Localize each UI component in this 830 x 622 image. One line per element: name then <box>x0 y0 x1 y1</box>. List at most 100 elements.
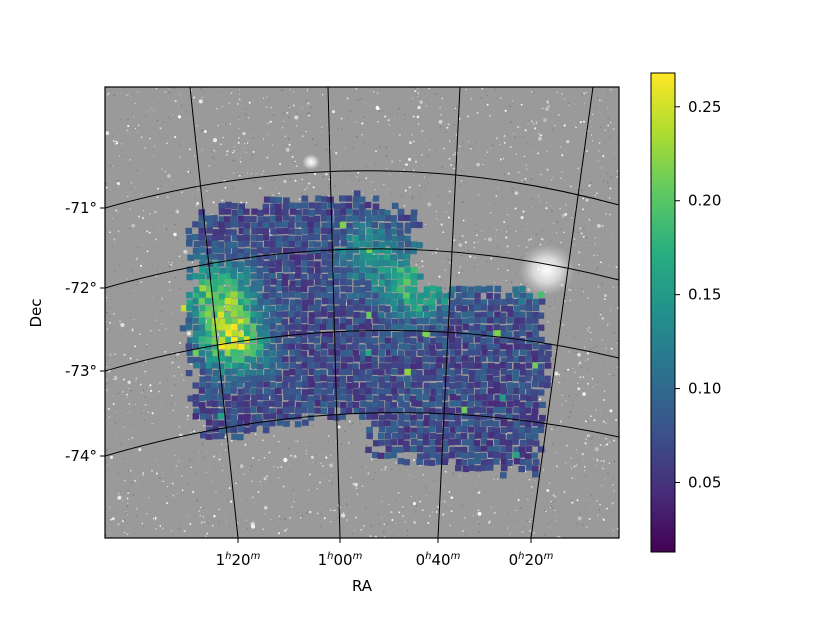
background-star <box>206 532 209 535</box>
background-star <box>582 376 585 378</box>
heatmap-tile <box>294 311 301 318</box>
heatmap-tile <box>237 248 245 255</box>
background-star <box>194 155 196 157</box>
background-star <box>419 266 421 268</box>
background-star <box>608 441 611 444</box>
background-star <box>267 123 269 125</box>
background-noise <box>387 188 389 190</box>
background-noise <box>260 193 262 195</box>
background-noise <box>551 502 553 504</box>
background-star <box>455 133 458 136</box>
heatmap-tile <box>378 439 385 446</box>
background-noise <box>427 241 429 244</box>
background-star <box>270 518 272 521</box>
background-star <box>425 494 427 496</box>
background-noise <box>349 175 351 177</box>
heatmap-tile <box>211 215 218 222</box>
background-noise <box>596 191 598 193</box>
background-noise <box>453 501 456 503</box>
background-star <box>597 514 599 517</box>
background-star <box>582 197 585 200</box>
background-noise <box>462 201 464 203</box>
background-noise <box>129 411 131 413</box>
heatmap-tile <box>213 260 220 267</box>
background-noise <box>601 417 603 419</box>
background-star <box>217 124 220 127</box>
background-star <box>611 502 614 505</box>
heatmap-tile <box>225 426 232 433</box>
background-star <box>372 90 375 93</box>
heatmap-tile <box>460 394 468 401</box>
background-noise <box>600 413 602 415</box>
heatmap-tile <box>524 382 532 389</box>
heatmap-tile <box>352 331 360 338</box>
background-star <box>556 232 557 234</box>
heatmap-tile <box>199 330 206 337</box>
background-noise <box>573 229 575 231</box>
heatmap-tile <box>390 439 397 446</box>
background-star <box>112 312 115 315</box>
background-star <box>588 218 591 221</box>
heatmap-tile <box>390 228 397 235</box>
background-star <box>126 497 129 500</box>
heatmap-tile <box>199 317 206 324</box>
background-noise <box>614 177 616 179</box>
background-noise <box>556 171 558 173</box>
heatmap-tile <box>231 381 238 388</box>
background-noise <box>480 471 482 473</box>
heatmap-tile <box>326 388 334 395</box>
background-star <box>352 482 355 485</box>
heatmap-tile <box>230 310 238 317</box>
heatmap-tile <box>441 304 449 311</box>
heatmap-tile <box>429 325 436 332</box>
heatmap-tile <box>397 299 405 306</box>
heatmap-tile <box>398 427 405 434</box>
background-star <box>259 481 261 483</box>
heatmap-tile <box>499 362 507 369</box>
background-star <box>591 140 594 142</box>
heatmap-tile <box>294 421 302 428</box>
background-noise <box>322 91 324 93</box>
background-noise <box>134 532 137 534</box>
background-star <box>559 420 562 423</box>
heatmap-tile <box>199 291 206 298</box>
heatmap-tile <box>371 376 379 383</box>
background-noise <box>210 151 213 153</box>
background-star <box>292 91 294 93</box>
heatmap-tile <box>206 240 213 247</box>
background-star <box>362 193 364 195</box>
background-noise <box>607 351 609 353</box>
heatmap-tile <box>429 413 437 420</box>
heatmap-tile <box>377 286 384 293</box>
heatmap-tile <box>429 356 436 363</box>
background-noise <box>447 258 450 260</box>
heatmap-tile <box>262 407 270 414</box>
background-noise <box>374 472 376 474</box>
heatmap-tile <box>275 215 283 222</box>
background-star <box>310 455 314 459</box>
background-noise <box>183 490 185 492</box>
background-noise <box>253 449 255 451</box>
heatmap-tile <box>346 336 353 343</box>
heatmap-tile <box>281 318 288 325</box>
heatmap-tile <box>358 215 366 222</box>
background-star <box>162 480 164 482</box>
background-noise <box>510 121 512 123</box>
background-noise <box>547 313 549 315</box>
heatmap-tile <box>217 241 225 248</box>
background-star <box>412 169 415 172</box>
background-noise <box>583 342 586 344</box>
heatmap-tile <box>251 420 258 427</box>
background-noise <box>196 165 199 167</box>
heatmap-tile <box>365 374 372 381</box>
background-noise <box>420 197 422 199</box>
background-noise <box>249 142 251 144</box>
background-noise <box>602 180 604 182</box>
background-star <box>321 94 324 96</box>
background-noise <box>426 182 428 184</box>
background-star <box>154 145 156 147</box>
background-noise <box>547 437 549 439</box>
background-noise <box>290 152 292 154</box>
background-star <box>122 378 125 381</box>
background-star <box>593 254 595 257</box>
